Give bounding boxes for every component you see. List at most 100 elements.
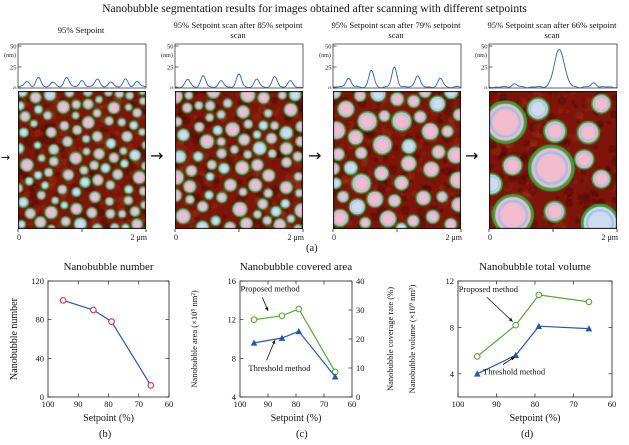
x-axis-label: Setpoint (%)	[83, 413, 134, 424]
profile-line-arrow: →	[1, 151, 11, 164]
panel-c-label: (c)	[296, 429, 308, 440]
x-tick-label: 90	[74, 399, 83, 409]
y-tick-label: 8	[232, 353, 236, 363]
y2-axis-label: Nanobubble coverage rate (%)	[385, 287, 395, 391]
y2-tick-label: 30	[356, 305, 365, 315]
series-line	[253, 330, 336, 378]
annotation-arrow-head	[272, 339, 276, 344]
x-tick-label: 60	[348, 399, 357, 409]
data-marker	[585, 325, 593, 332]
data-marker	[278, 334, 286, 341]
series-line	[253, 308, 336, 373]
profile-frame	[488, 43, 618, 89]
profile-tick-label: 25	[481, 65, 488, 72]
profile-frame	[174, 43, 304, 89]
data-marker	[59, 296, 67, 304]
y-tick-label: 12	[446, 276, 455, 286]
chart-nanobubble-number: 100 90 80 70 60 0 40 80 120 Nanobubble number Nano…	[9, 261, 174, 424]
x-axis-label: Setpoint (%)	[271, 413, 322, 424]
scale-label-right: 2 μm	[287, 233, 304, 242]
scale-label-left: 0	[174, 233, 178, 242]
afm-panel-2: 95% Setpoint scan after 85% setpoint sca…	[160, 17, 310, 245]
x-axis-label: Setpoint (%)	[510, 413, 561, 424]
data-marker	[535, 322, 543, 330]
profile-tick-label: 50	[167, 44, 174, 51]
x-tick-label: 80	[104, 399, 113, 409]
annotation-arrow-head	[510, 356, 515, 361]
y2-tick-label: 40	[356, 276, 365, 286]
scale-label-right: 2 μm	[130, 233, 147, 242]
y-axis-label: Nanobubble volume (×10⁹ nm³)	[407, 284, 417, 393]
panel-b-label: (b)	[99, 429, 112, 440]
series-proposed-method	[473, 291, 593, 360]
y-tick-label: 12	[228, 315, 237, 325]
annotation: Threshold method	[483, 356, 546, 376]
y2-tick-label: 10	[356, 363, 365, 373]
annotation-arrow-line	[266, 339, 276, 361]
profile-unit-label: (nm)	[319, 52, 331, 59]
annotation: Proposed method	[459, 284, 519, 322]
flow-arrow-1: →	[150, 146, 164, 165]
chart-title: Nanobubble number	[63, 261, 153, 273]
y-axis-label: Nanobubble number	[9, 297, 20, 380]
profile-unit-label: (nm)	[4, 52, 16, 59]
data-marker	[250, 316, 258, 324]
scale-label-left: 0	[488, 233, 492, 242]
afm-panel-4: 95% Setpoint scan after 66% setpoint sca…	[474, 17, 624, 245]
x-tick-label: 70	[320, 399, 329, 409]
data-marker	[295, 327, 303, 335]
chart-title: Nanobubble total volume	[479, 261, 591, 273]
figure-title: Nanobubble segmentation results for imag…	[102, 3, 527, 15]
series-line	[476, 294, 589, 357]
profile-unit-label: (nm)	[475, 52, 487, 59]
profile-curve	[333, 66, 462, 89]
x-tick-label: 100	[234, 399, 247, 409]
y-tick-label: 0	[40, 392, 44, 402]
x-tick-label: 90	[492, 399, 501, 409]
afm-panel-3: 95% Setpoint scan after 79% setpoint sca…	[318, 17, 468, 245]
panel-a-label: (a)	[306, 243, 318, 254]
x-tick-label: 60	[165, 399, 174, 409]
x-tick-label: 90	[264, 399, 273, 409]
annotation: Proposed method	[241, 284, 301, 312]
profile-tick-label: 25	[325, 65, 332, 72]
y-tick-label: 8	[450, 322, 454, 332]
data-marker	[473, 353, 481, 360]
height-profile-chart: 50 25 0 (nm)	[161, 43, 304, 89]
profile-unit-label: (nm)	[161, 52, 173, 59]
series-line	[62, 299, 152, 386]
profile-tick-label: 0	[328, 86, 331, 90]
profile-tick-label: 50	[481, 44, 488, 51]
y2-tick-label: 0	[356, 392, 360, 402]
flow-arrow-3: →	[465, 146, 479, 165]
data-marker	[512, 351, 520, 359]
y-tick-label: 4	[450, 369, 455, 379]
height-profile-chart: 50 25 0 (nm)	[319, 44, 462, 90]
y-axis-label: Nanobubble area (×10⁵ nm²)	[189, 290, 199, 388]
profile-curve	[488, 48, 618, 89]
x-scale-axis: 0 2 μm	[332, 229, 463, 242]
panel-title: 95% Setpoint scan after 79% setpoint sca…	[331, 19, 461, 41]
data-marker	[473, 370, 481, 377]
series-line	[477, 325, 589, 375]
data-marker	[295, 305, 303, 313]
x-scale-axis: 0 2 μm	[17, 229, 148, 242]
y-tick-label: 4	[232, 392, 237, 402]
y-tick-label: 40	[36, 353, 45, 363]
scale-label-left: 0	[332, 233, 336, 242]
x-tick-label: 60	[608, 399, 617, 409]
data-marker	[250, 339, 258, 346]
data-marker	[90, 306, 97, 314]
annotation-text: Threshold method	[483, 366, 546, 376]
chart-nanobubble-total-volume: 100 90 80 70 60 4 8 12 Nanobubble total volume Na…	[407, 261, 617, 424]
series-threshold-method	[473, 322, 593, 377]
x-scale-axis: 0 2 μm	[488, 229, 619, 242]
afm-image	[18, 91, 146, 229]
profile-tick-label: 25	[167, 65, 174, 72]
panel-title: 95% Setpoint	[57, 24, 105, 35]
afm-image	[333, 91, 461, 229]
afm-image	[489, 91, 617, 229]
scale-label-left: 0	[17, 233, 21, 242]
